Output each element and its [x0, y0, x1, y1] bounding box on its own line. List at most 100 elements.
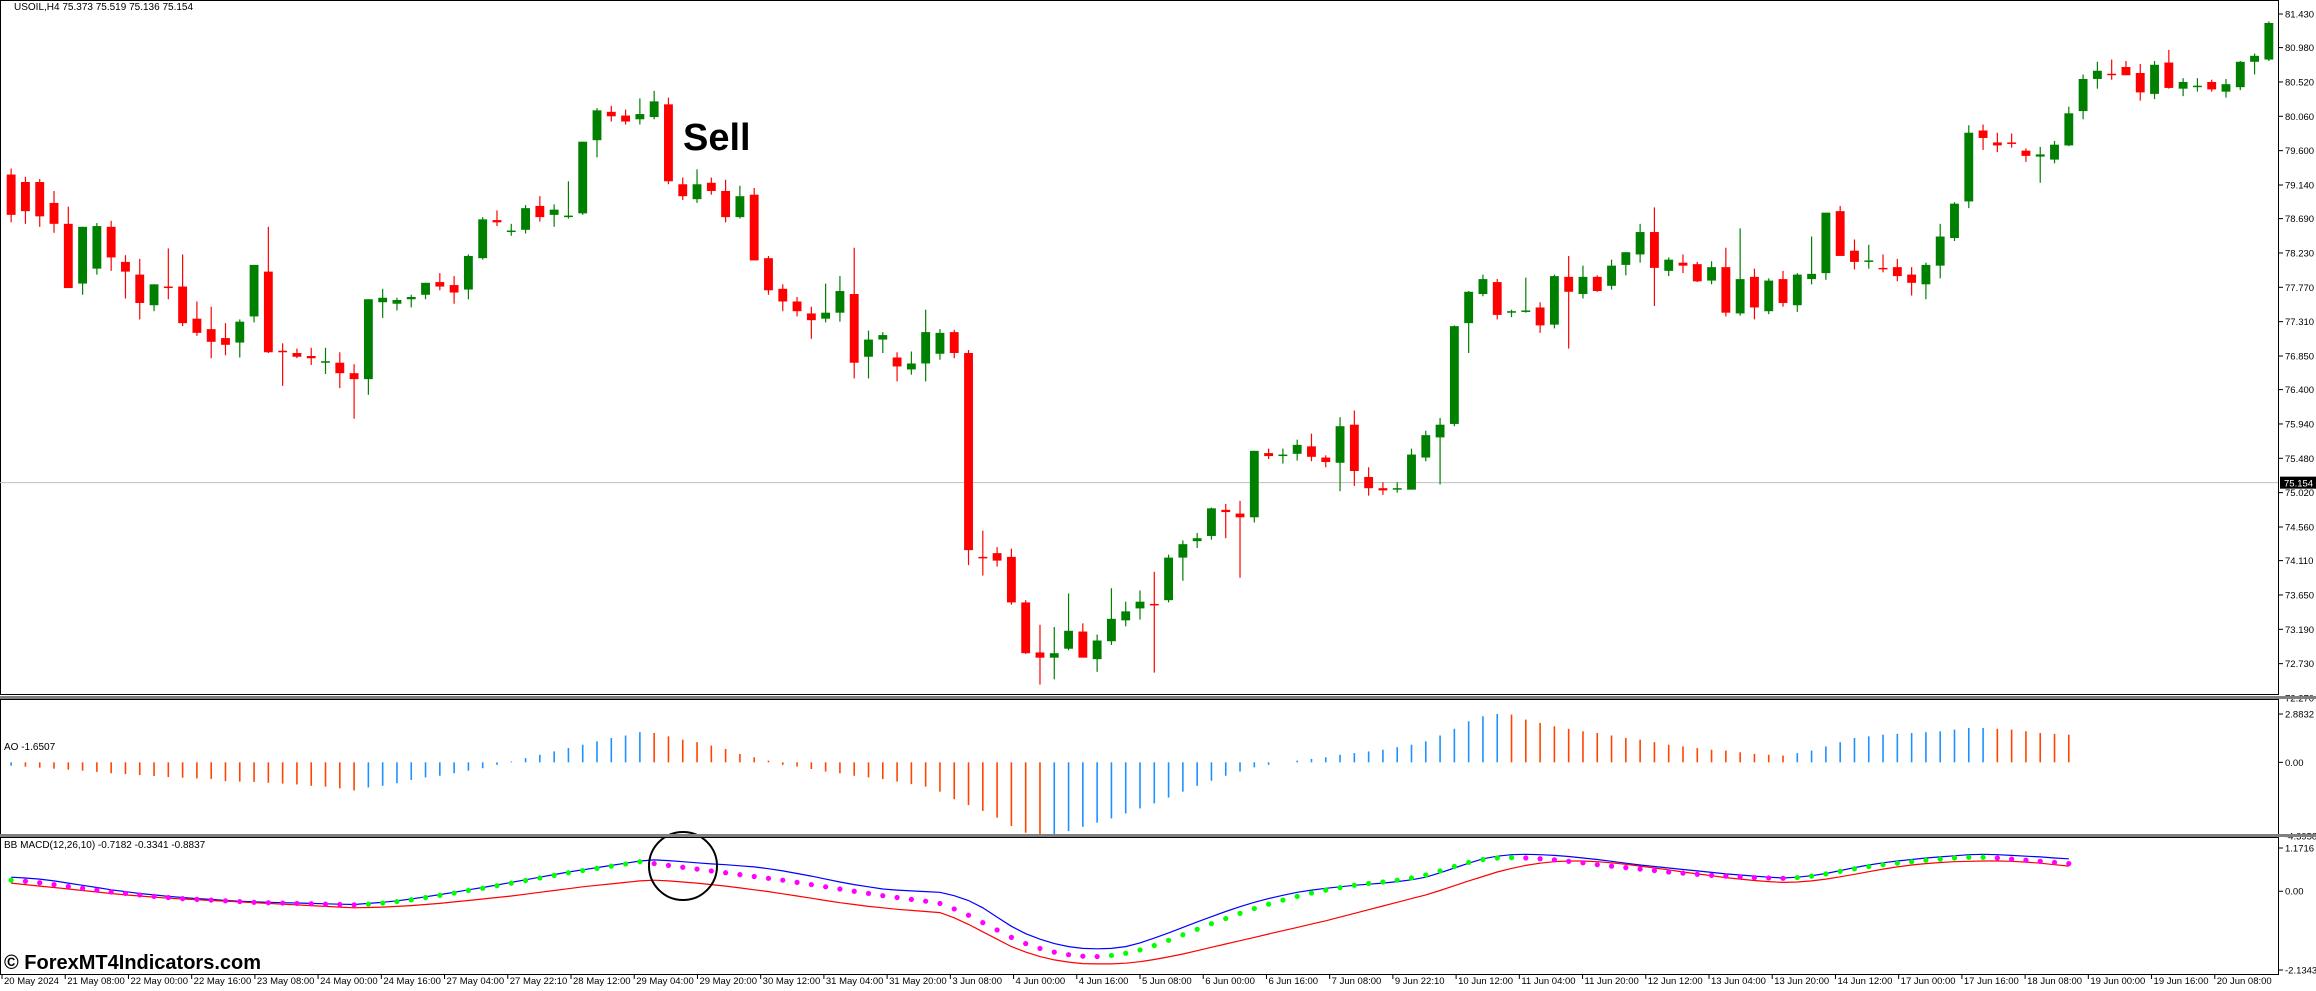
price-axis-label: 77.310	[2285, 317, 2314, 328]
candle-body	[1793, 275, 1802, 306]
candle-body	[807, 313, 816, 320]
candle-body	[993, 553, 1002, 560]
bbmacd-dot	[837, 886, 842, 891]
bbmacd-dot	[94, 888, 99, 893]
candle-body	[293, 353, 302, 357]
candle-body	[1750, 277, 1759, 308]
candle-body	[1136, 602, 1145, 609]
candle-body	[493, 220, 502, 222]
price-axis-label: 73.190	[2285, 625, 2314, 636]
bbmacd-dot	[1495, 855, 1500, 860]
time-axis-label: 6 Jun 16:00	[1268, 976, 1318, 986]
bbmacd-dot	[1466, 860, 1471, 865]
bbmacd-dot	[51, 882, 56, 887]
candle-body	[235, 322, 244, 343]
bbmacd-dot	[1780, 876, 1785, 881]
candle-body	[1064, 631, 1073, 649]
price-axis-label: 78.690	[2285, 214, 2314, 225]
bbmacd-dot	[1852, 866, 1857, 871]
candle-body	[1336, 426, 1345, 463]
bbmacd-dot	[980, 920, 985, 925]
candle-body	[2064, 113, 2073, 145]
candle-body	[964, 353, 973, 550]
bbmacd-dot	[266, 900, 271, 905]
time-axis-label: 24 May 00:00	[320, 976, 378, 986]
price-axis-label: 80.060	[2285, 112, 2314, 123]
time-axis-label: 10 Jun 12:00	[1458, 976, 1513, 986]
bbmacd-dot	[66, 884, 71, 889]
candle-body	[2093, 71, 2102, 79]
bbmacd-dot	[1923, 858, 1928, 863]
bbmacd-dot	[1909, 859, 1914, 864]
price-axis-label: 72.730	[2285, 659, 2314, 670]
candle-body	[1036, 652, 1045, 657]
bbmacd-dot	[623, 861, 628, 866]
bbmacd-dot	[1823, 871, 1828, 876]
candle-body	[821, 313, 830, 319]
bbmacd-dot	[1209, 921, 1214, 926]
time-axis-label: 6 Jun 00:00	[1205, 976, 1255, 986]
bbmacd-dot	[1352, 883, 1357, 888]
candle-body	[1307, 446, 1316, 456]
candle-body	[650, 101, 659, 117]
bbmacd-dot	[251, 900, 256, 905]
candle-body	[2079, 79, 2088, 111]
candle-body	[1621, 252, 1630, 265]
time-axis-label: 3 Jun 08:00	[952, 976, 1002, 986]
bbmacd-dot	[1895, 861, 1900, 866]
watermark: © ForexMT4Indicators.com	[4, 952, 261, 975]
candle-body	[464, 256, 473, 290]
candle-body	[950, 332, 959, 353]
pane-separator	[0, 696, 2316, 699]
candle-body	[693, 184, 702, 199]
candle-body	[364, 299, 373, 379]
candle-body	[35, 182, 44, 216]
candle-body	[678, 184, 687, 196]
bbmacd-dot	[1023, 941, 1028, 946]
candle-body	[1807, 274, 1816, 279]
bbmacd-dot	[2066, 861, 2071, 866]
candle-body	[1893, 267, 1902, 276]
time-axis-label: 11 Jun 20:00	[1585, 976, 1639, 986]
candle-body	[2250, 56, 2259, 62]
bbmacd-dot	[1366, 881, 1371, 886]
candle-body	[78, 227, 87, 284]
price-axis-label: 77.770	[2285, 283, 2314, 294]
bbmacd-dot	[1623, 865, 1628, 870]
time-axis-label: 18 Jun 08:00	[2027, 976, 2082, 986]
candle-body	[107, 227, 116, 258]
time-axis-label: 20 May 2024	[4, 976, 59, 986]
bbmacd-dot	[280, 900, 285, 905]
candle-body	[1121, 611, 1130, 620]
candle-body	[1507, 311, 1516, 313]
candle-body	[564, 216, 573, 218]
ao-indicator-label: AO -1.6507	[4, 742, 56, 753]
bbmacd-dot	[923, 899, 928, 904]
bbmacd-dot	[995, 927, 1000, 932]
candle-body	[307, 356, 316, 358]
bbmacd-dot	[1595, 862, 1600, 867]
bbmacd-dot	[809, 882, 814, 887]
bbmacd-dot	[494, 883, 499, 888]
time-axis-label: 12 Jun 12:00	[1648, 976, 1703, 986]
price-axis-label: 75.480	[2285, 454, 2314, 465]
candle-body	[221, 338, 230, 345]
candle-body	[793, 301, 802, 311]
price-pane[interactable]: 81.43080.98080.52080.06079.60079.14078.6…	[0, 1, 2316, 705]
bbmacd-dot	[480, 886, 485, 891]
bbmacd-dot	[566, 870, 571, 875]
candle-body	[850, 294, 859, 363]
candle-body	[621, 116, 630, 122]
candle-body	[64, 224, 73, 288]
bbmacd-dot	[609, 864, 614, 869]
bbmacd-dot	[1266, 902, 1271, 907]
candle-body	[1936, 237, 1945, 266]
candle-body	[135, 275, 144, 303]
bbmacd-dot	[1523, 855, 1528, 860]
bbmacd-dot	[366, 902, 371, 907]
